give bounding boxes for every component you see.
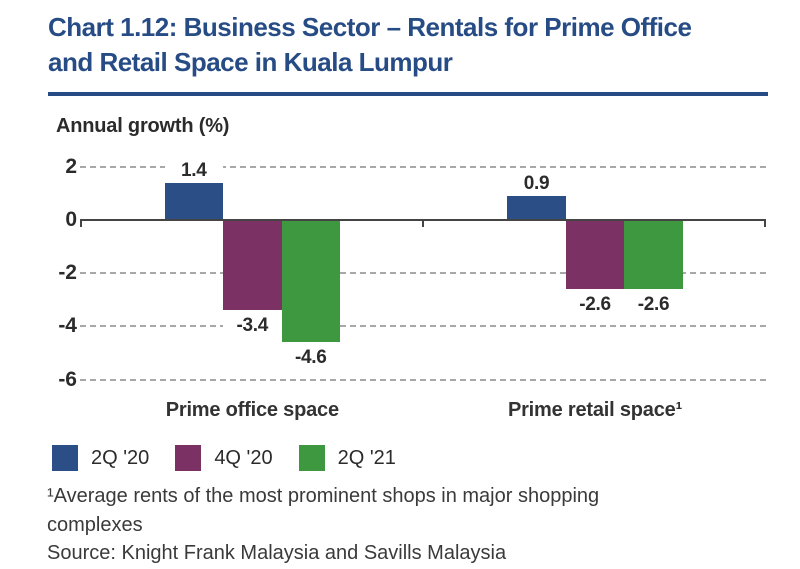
legend-swatch-2q-21 — [298, 445, 325, 471]
y-tick-label--2: -2 — [58, 261, 77, 285]
category-label-prime-office-space: Prime office space — [165, 399, 339, 421]
chart-title-line-2: and Retail Space in Kuala Lumpur — [48, 47, 453, 77]
legend-label-2q-20: 2Q '20 — [91, 446, 150, 469]
value-label-prime-office-space-2q-20: 1.4 — [164, 159, 224, 181]
legend-label-4q-20: 4Q '20 — [214, 446, 273, 469]
value-label-prime-retail-space-2q-20: 0.9 — [507, 173, 566, 195]
chart-title-line-1: Chart 1.12: Business Sector – Rentals fo… — [48, 12, 692, 42]
gridline--2 — [80, 272, 766, 275]
value-label-prime-office-space-4q-20: -3.4 — [223, 315, 282, 337]
y-axis-title: Annual growth (%) — [56, 115, 230, 137]
bar-prime-office-space-4q-20 — [223, 220, 282, 311]
axis-tick-left — [80, 220, 82, 227]
legend-item-2q-20: 2Q '20 — [52, 445, 149, 471]
value-label-prime-retail-space-2q-21: -2.6 — [624, 294, 683, 316]
y-tick-label--4: -4 — [58, 314, 77, 338]
gridline--4 — [80, 325, 766, 328]
legend-item-4q-20: 4Q '20 — [175, 445, 273, 471]
footnote-line-2: complexes — [47, 514, 143, 536]
gridline--6 — [80, 378, 766, 381]
legend: 2Q '20 4Q '20 2Q '21 — [52, 445, 396, 471]
y-tick-label--6: -6 — [58, 367, 77, 391]
title-underline — [48, 92, 768, 96]
bar-prime-retail-space-4q-20 — [565, 220, 625, 290]
axis-tick-right — [764, 220, 766, 227]
bar-prime-office-space-2q-21 — [281, 220, 341, 343]
axis-tick-middle — [422, 220, 424, 227]
bar-prime-retail-space-2q-20 — [507, 196, 566, 220]
bar-prime-office-space-2q-20 — [164, 182, 224, 220]
legend-label-2q-21: 2Q '21 — [337, 446, 396, 469]
y-tick-label-0: 0 — [65, 208, 77, 231]
chart-title: Chart 1.12: Business Sector – Rentals fo… — [48, 10, 692, 80]
bar-prime-retail-space-2q-21 — [624, 220, 683, 290]
gridline-2 — [80, 165, 766, 168]
value-label-prime-retail-space-4q-20: -2.6 — [565, 294, 625, 316]
y-tick-label-2: 2 — [65, 154, 77, 178]
footnote-line-1: ¹Average rents of the most prominent sho… — [47, 485, 600, 507]
category-label-prime-retail-space: Prime retail space¹ — [507, 399, 683, 421]
legend-swatch-2q-20 — [52, 445, 78, 471]
footnote: ¹Average rents of the most prominent sho… — [47, 482, 599, 540]
source-text: Source: Knight Frank Malaysia and Savill… — [47, 542, 507, 564]
legend-swatch-4q-20 — [175, 445, 202, 471]
legend-item-2q-21: 2Q '21 — [298, 445, 396, 471]
value-label-prime-office-space-2q-21: -4.6 — [281, 347, 341, 369]
